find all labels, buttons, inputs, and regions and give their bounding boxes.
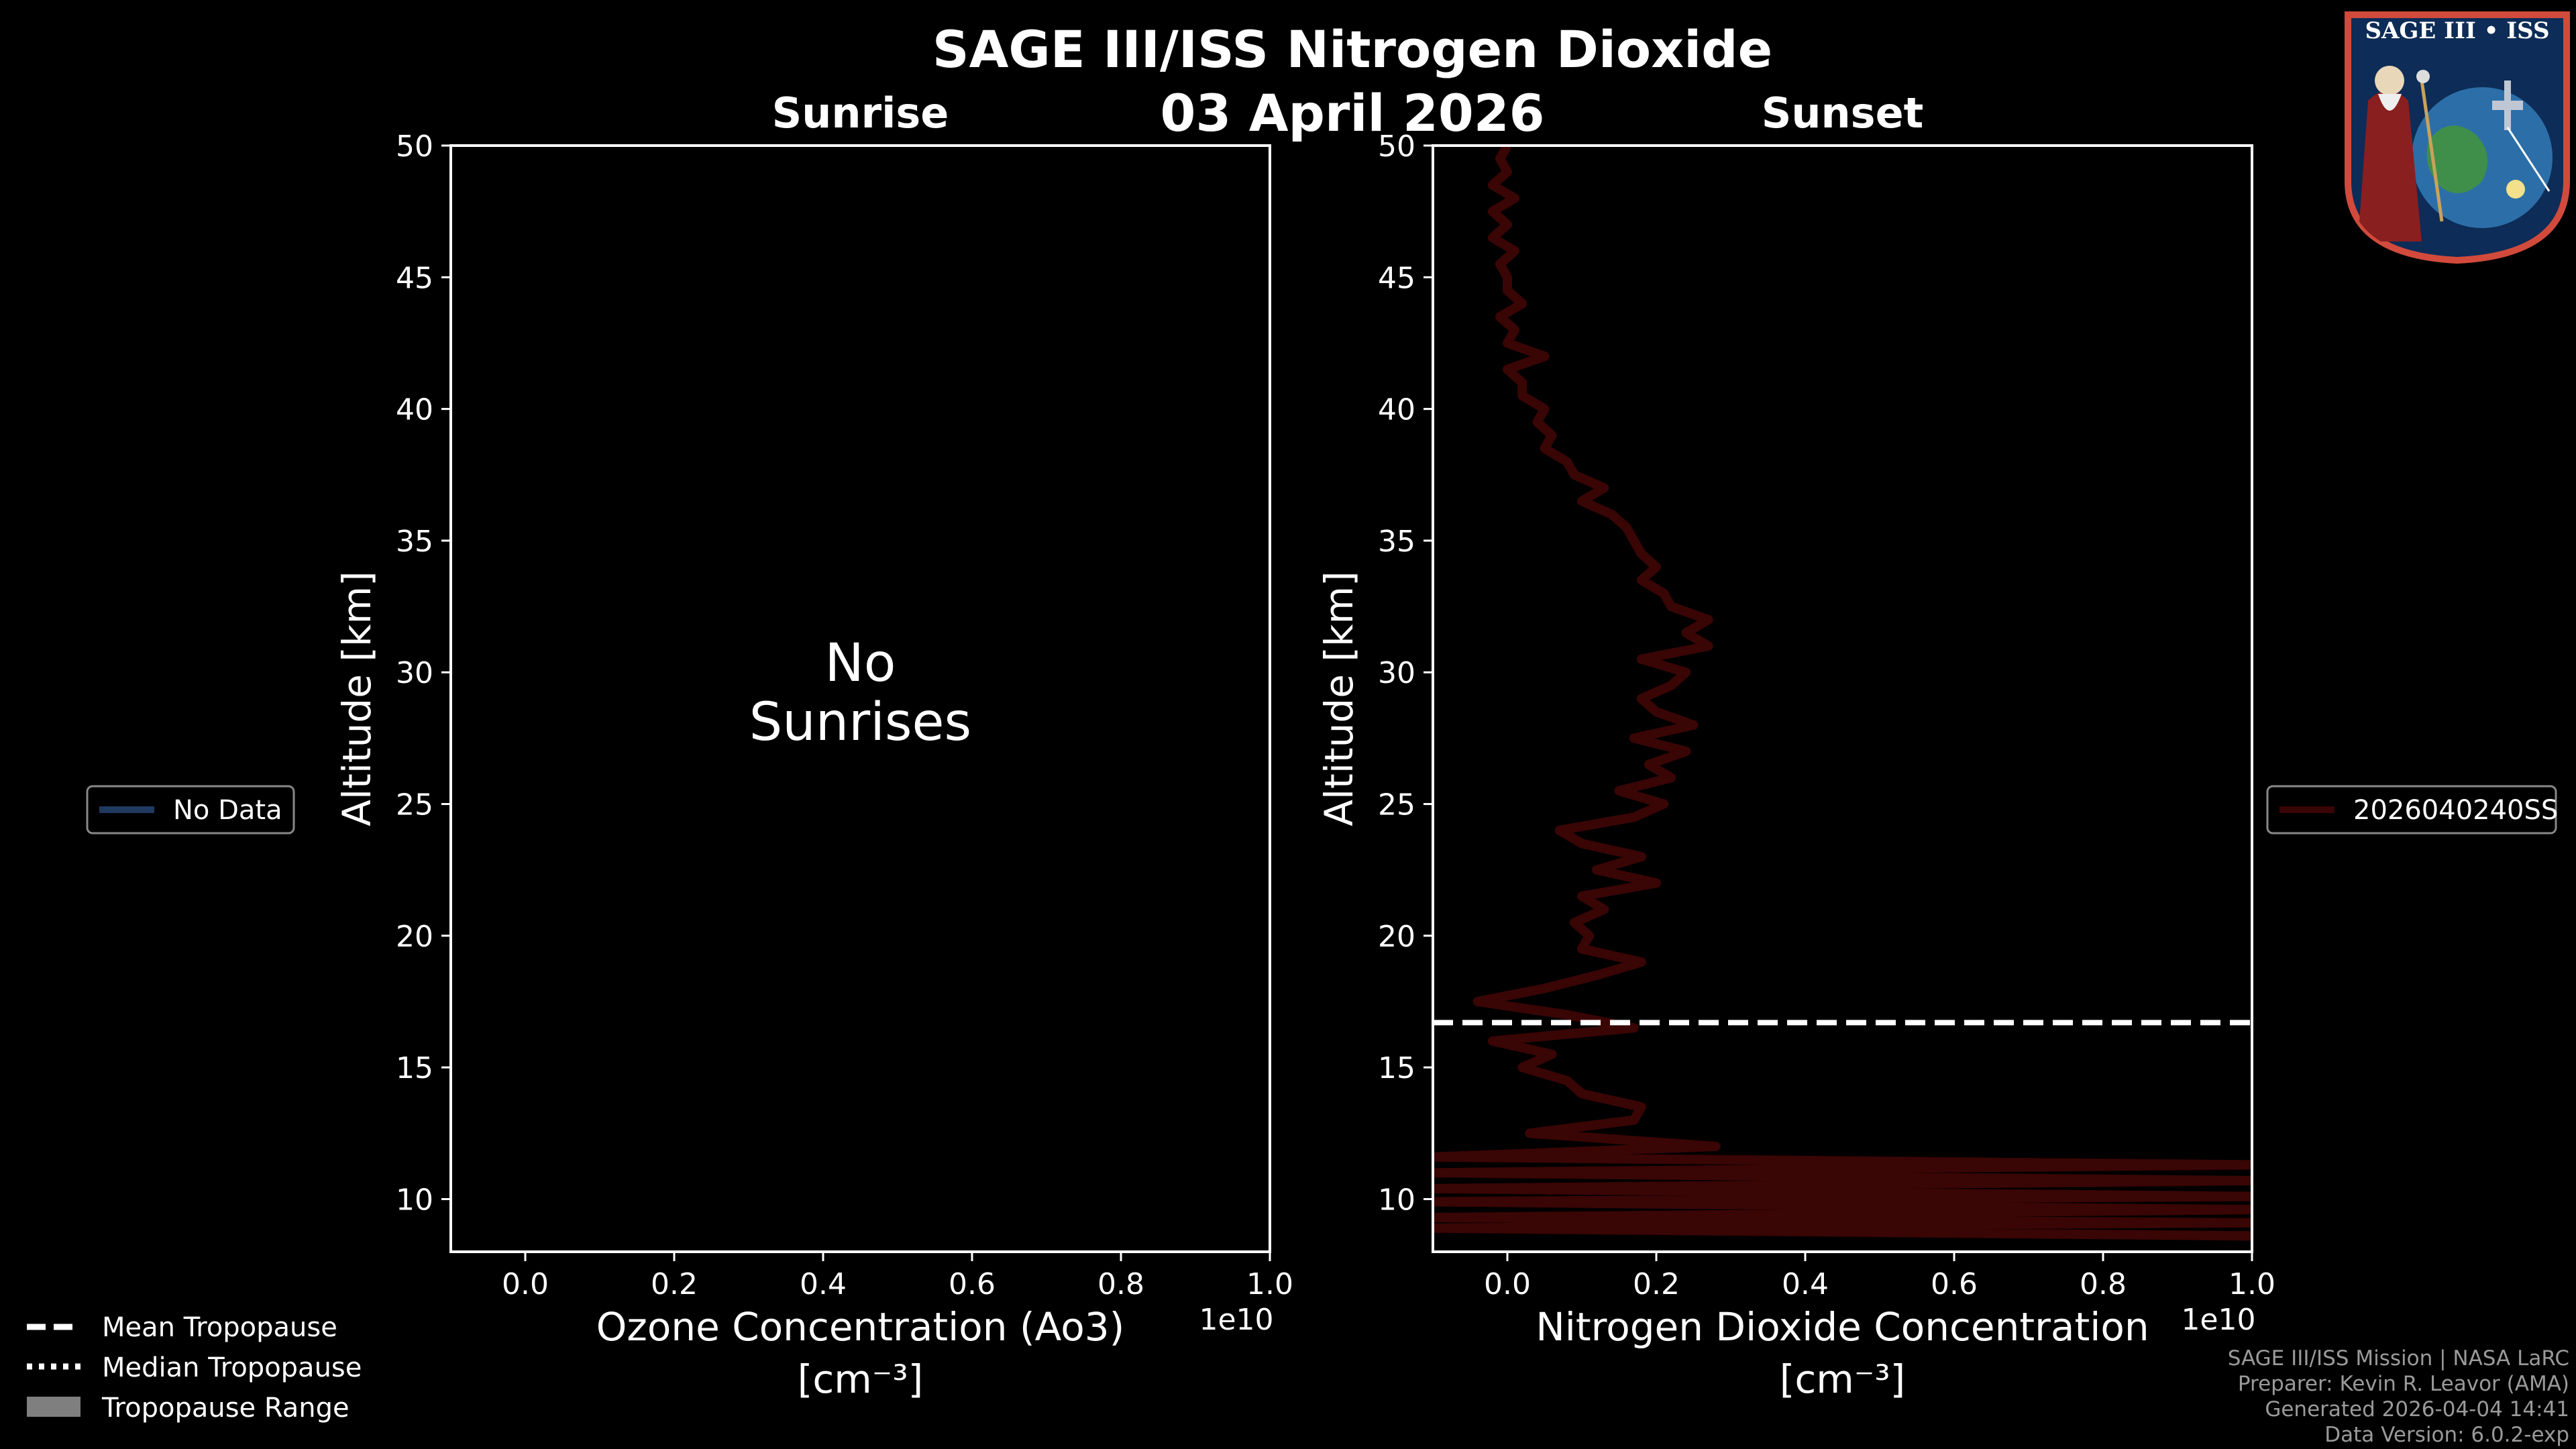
- median-tropopause-label: Median Tropopause: [102, 1352, 362, 1383]
- y-tick-label: 30: [396, 656, 433, 690]
- x-tick-label: 0.2: [1633, 1267, 1680, 1301]
- x-tick-label: 0.8: [2080, 1267, 2127, 1301]
- y-tick-label: 35: [396, 525, 433, 559]
- panel-legend: No Data: [86, 785, 295, 835]
- x-axis-unit: [cm⁻³]: [1780, 1356, 1906, 1402]
- y-tick-label: 40: [1378, 393, 1415, 427]
- x-axis-label: Ozone Concentration (Ao3): [596, 1304, 1125, 1350]
- x-tick-label: 0.8: [1097, 1267, 1144, 1301]
- legend-box: [86, 785, 295, 835]
- footer-credits: SAGE III/ISS Mission | NASA LaRC Prepare…: [2228, 1346, 2569, 1447]
- x-tick-label: 0.0: [502, 1267, 549, 1301]
- x-axis-unit: [cm⁻³]: [798, 1356, 924, 1402]
- x-tick-label: 1.0: [2229, 1267, 2275, 1301]
- x-axis-label: Nitrogen Dioxide Concentration: [1536, 1304, 2149, 1350]
- footer-preparer: Preparer: Kevin R. Leavor (AMA): [2238, 1372, 2569, 1396]
- y-tick-label: 15: [396, 1051, 433, 1085]
- no-data-annotation: No: [824, 633, 896, 694]
- y-axis-label: Altitude [km]: [1316, 571, 1362, 826]
- legend-label: 2026040240SS: [2353, 795, 2558, 826]
- x-tick-label: 0.6: [949, 1267, 996, 1301]
- y-tick-label: 20: [1378, 920, 1415, 954]
- x-tick-label: 0.2: [651, 1267, 698, 1301]
- y-tick-label: 25: [1378, 788, 1415, 822]
- sunrise-panel: 10 15 20 25 30 35 40 45 50 0.0 0.2 0.4 0.6 0.8 1.01e10…: [86, 89, 1293, 1402]
- y-tick-label: 30: [1378, 656, 1415, 690]
- tropopause-range-label: Tropopause Range: [101, 1393, 350, 1424]
- x-offset-label: 1e10: [1199, 1303, 1273, 1337]
- y-axis-label: Altitude [km]: [334, 571, 380, 826]
- x-tick-label: 1.0: [1246, 1267, 1293, 1301]
- x-tick-label: 0.0: [1484, 1267, 1531, 1301]
- logo-title: SAGE III • ISS: [2365, 17, 2549, 44]
- y-tick-label: 10: [396, 1183, 433, 1217]
- mission-patch-icon: SAGE III • ISS: [2345, 11, 2570, 264]
- y-tick-label: 45: [1378, 261, 1415, 295]
- footer-generated: Generated 2026-04-04 14:41: [2265, 1397, 2569, 1421]
- y-tick-label: 50: [396, 129, 433, 164]
- sunset-panel: 10 15 20 25 30 35 40 45 50 0.0 0.2 0.4 0.6 0.8 1.01e10…: [1316, 89, 2558, 1402]
- no-data-annotation: Sunrises: [749, 692, 971, 753]
- y-tick-label: 20: [396, 920, 433, 954]
- panel-title: Sunset: [1762, 89, 1924, 138]
- y-tick-label: 15: [1378, 1051, 1415, 1085]
- legend-label: No Data: [173, 795, 282, 826]
- y-tick-label: 25: [396, 788, 433, 822]
- x-tick-label: 0.4: [800, 1267, 847, 1301]
- y-tick-label: 10: [1378, 1183, 1415, 1217]
- legend-box: [2266, 785, 2557, 835]
- x-offset-label: 1e10: [2181, 1303, 2255, 1337]
- panel-legend: 2026040240SS: [2266, 785, 2558, 835]
- tropopause-range-swatch: [27, 1397, 80, 1417]
- x-tick-label: 0.4: [1782, 1267, 1829, 1301]
- panel-title: Sunrise: [772, 89, 949, 138]
- plot-frame: [449, 144, 1271, 1253]
- x-tick-label: 0.6: [1931, 1267, 1978, 1301]
- mean-tropopause-label: Mean Tropopause: [102, 1312, 337, 1343]
- tropopause-legend: Mean Tropopause Median Tropopause Tropop…: [27, 1312, 362, 1424]
- y-tick-label: 50: [1378, 129, 1415, 164]
- y-tick-label: 40: [396, 393, 433, 427]
- footer-mission: SAGE III/ISS Mission | NASA LaRC: [2228, 1346, 2569, 1371]
- figure-date: 03 April 2026: [1160, 83, 1544, 143]
- series-line-2026040240SS: [1433, 146, 2252, 1241]
- plot-frame: [1432, 144, 2253, 1253]
- y-tick-label: 45: [396, 261, 433, 295]
- footer-version: Data Version: 6.0.2-exp: [2324, 1423, 2569, 1447]
- figure-title: SAGE III/ISS Nitrogen Dioxide: [932, 19, 1772, 79]
- y-tick-label: 35: [1378, 525, 1415, 559]
